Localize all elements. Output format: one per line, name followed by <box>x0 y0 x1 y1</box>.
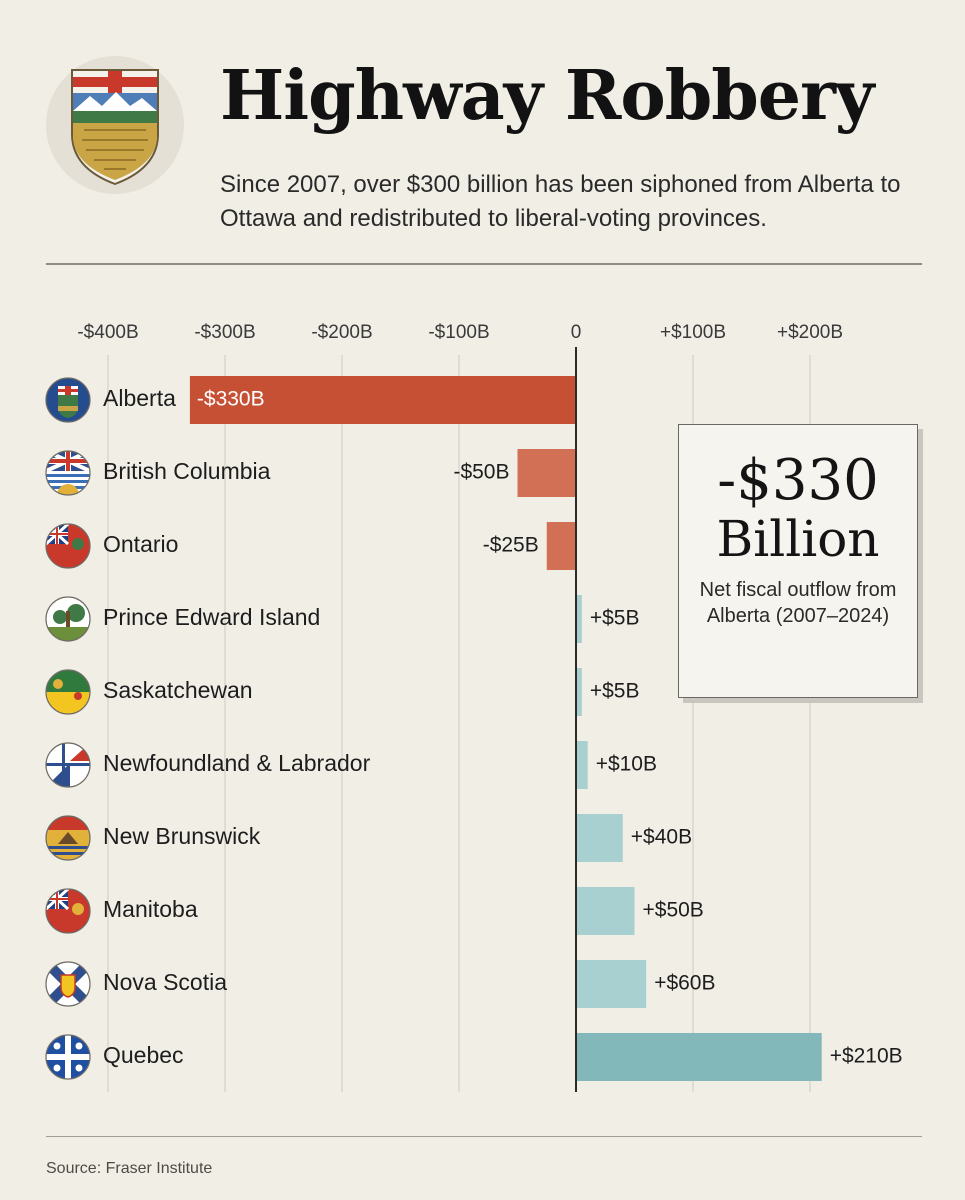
x-tick-label: -$200B <box>311 322 372 343</box>
category-label: Alberta <box>103 385 176 411</box>
quebec-flag-icon <box>45 1034 91 1080</box>
ontario-flag-icon <box>45 523 91 569</box>
nova-scotia-flag-icon <box>45 961 91 1007</box>
page-subtitle: Since 2007, over $300 billion has been s… <box>220 171 901 232</box>
manitoba-flag-icon <box>45 888 91 934</box>
fiscal-transfer-bar-chart: -$400B -$300B -$200B -$100B 0 +$100B +$200B -$3… <box>45 322 903 1092</box>
category-label: British Columbia <box>103 458 271 484</box>
category-label: Newfoundland & Labrador <box>103 750 371 776</box>
data-label: -$25B <box>483 534 539 557</box>
bar <box>517 449 576 497</box>
bar <box>576 1033 822 1081</box>
category-label: New Brunswick <box>103 823 261 849</box>
data-label: -$50B <box>453 461 509 484</box>
bar <box>576 960 647 1008</box>
callout-unit: Billion <box>716 510 880 568</box>
bar <box>576 814 623 862</box>
category-label: Ontario <box>103 531 178 557</box>
category-label: Saskatchewan <box>103 677 253 703</box>
summary-callout: -$330 Billion Net fiscal outflow from Al… <box>678 424 918 698</box>
bar <box>189 376 576 424</box>
callout-value: -$330 <box>717 448 879 513</box>
x-tick-label: +$100B <box>660 322 726 343</box>
alberta-shield-icon <box>71 69 159 186</box>
saskatchewan-flag-icon <box>45 669 91 715</box>
newfoundland-flag-icon <box>45 742 91 788</box>
data-label: +$40B <box>631 826 692 849</box>
category-label: Prince Edward Island <box>103 604 320 630</box>
data-label: +$210B <box>830 1045 903 1068</box>
x-tick-label: -$400B <box>77 322 138 343</box>
new-brunswick-flag-icon <box>45 815 91 861</box>
bar <box>576 668 582 716</box>
source-note: Source: Fraser Institute <box>46 1160 213 1177</box>
bar <box>576 887 635 935</box>
x-tick-label: +$200B <box>777 322 843 343</box>
category-label: Manitoba <box>103 896 198 922</box>
x-tick-label: -$100B <box>428 322 489 343</box>
x-tick-label: -$300B <box>194 322 255 343</box>
footer-divider <box>46 1136 922 1137</box>
data-label: +$5B <box>590 680 640 703</box>
bar <box>576 595 582 643</box>
data-label: +$10B <box>596 753 657 776</box>
category-label: Nova Scotia <box>103 969 227 995</box>
category-label: Quebec <box>103 1042 184 1068</box>
bar <box>546 522 576 570</box>
bar <box>576 741 588 789</box>
british-columbia-flag-icon <box>45 450 91 496</box>
data-label: +$60B <box>654 972 715 995</box>
header-divider <box>46 263 922 265</box>
page-title: Highway Robbery <box>220 56 874 136</box>
callout-description: Net fiscal outflow from Alberta (2007–20… <box>699 579 897 627</box>
alberta-emblem <box>46 56 184 194</box>
alberta-flag-icon <box>45 377 91 423</box>
data-label: +$5B <box>590 607 640 630</box>
pei-flag-icon <box>45 596 91 642</box>
data-label: -$330B <box>197 388 265 411</box>
data-label: +$50B <box>643 899 704 922</box>
x-tick-label: 0 <box>571 322 582 343</box>
